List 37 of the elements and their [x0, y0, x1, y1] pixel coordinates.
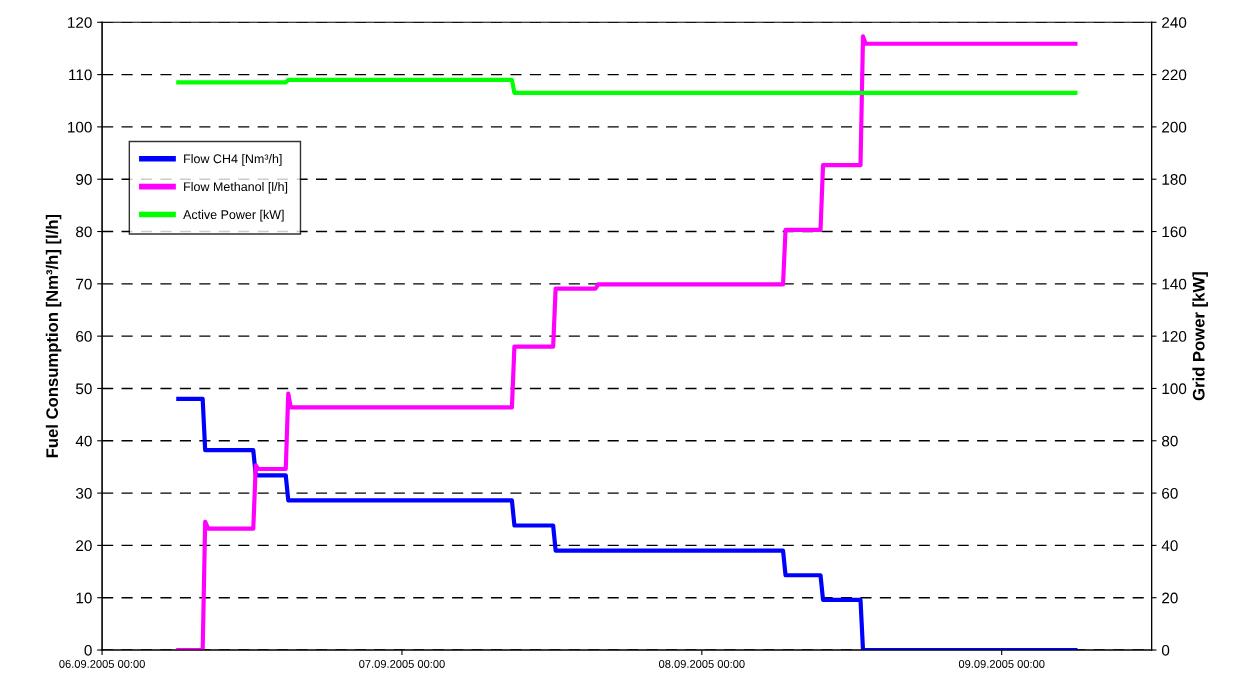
- line-series: [176, 34, 1078, 651]
- y2-tick-label: 20: [1162, 592, 1178, 604]
- y-tick-label: 50: [75, 383, 92, 395]
- y2-tick-label: 80: [1162, 435, 1178, 447]
- y-tick-label: 120: [68, 17, 92, 28]
- y2-tick-label: 180: [1162, 174, 1187, 185]
- line-series: [176, 396, 1078, 651]
- y2-tick-label: 40: [1161, 540, 1178, 552]
- y2-tick-label: 160: [1162, 226, 1187, 238]
- y-axis-title: Fuel Consumption [Nm³/h] [l/h]: [45, 214, 62, 458]
- legend-label: Active Power [kW]: [183, 209, 284, 222]
- y-tick-label: 90: [76, 174, 92, 185]
- y-tick-label: 80: [76, 226, 92, 238]
- y2-tick-label: 200: [1162, 121, 1187, 133]
- y-tick-label: 60: [76, 331, 92, 342]
- x-tick-label: 06.09.2005 00:00: [59, 660, 145, 668]
- y-tick-label: 110: [69, 69, 92, 81]
- y-tick-label: 40: [75, 435, 92, 447]
- y2-tick-label: 60: [1162, 487, 1178, 499]
- y-tick-label: 100: [68, 121, 92, 133]
- legend-label: Flow CH4 [Nm³/h]: [184, 154, 282, 166]
- y2-tick-label: 240: [1162, 17, 1187, 28]
- legend-label: Flow Methanol [l/h]: [184, 181, 288, 194]
- y2-tick-label: 120: [1162, 331, 1187, 342]
- y-tick-label: 20: [76, 540, 92, 552]
- y-tick-label: 10: [76, 592, 92, 604]
- y-tick-label: 70: [76, 278, 92, 290]
- x-tick-label: 07.09.2005 00:00: [359, 660, 445, 668]
- x-tick-label: 09.09.2005 00:00: [958, 660, 1045, 668]
- y2-tick-label: 220: [1162, 69, 1187, 81]
- y2-tick-label: 100: [1162, 383, 1187, 395]
- x-tick-label: 08.09.2005 00:00: [659, 660, 745, 668]
- y2-tick-label: 140: [1162, 278, 1187, 290]
- y-tick-label: 30: [75, 487, 92, 499]
- y2-axis-title: Grid Power [kW]: [1192, 272, 1208, 401]
- y2-tick-label: 0: [1161, 644, 1170, 656]
- y-tick-label: 0: [84, 644, 92, 656]
